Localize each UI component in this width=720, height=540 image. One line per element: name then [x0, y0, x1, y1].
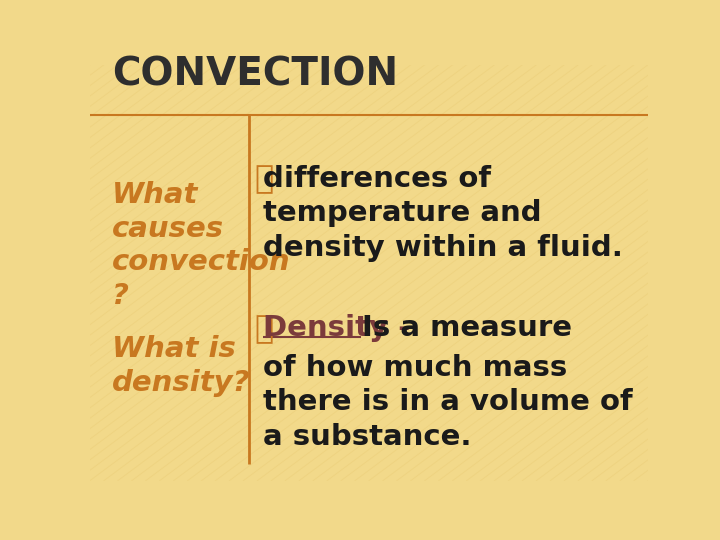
Text: of how much mass
there is in a volume of
a substance.: of how much mass there is in a volume of…	[263, 354, 633, 451]
Text: CONVECTION: CONVECTION	[112, 56, 398, 94]
Text: ⦂: ⦂	[255, 165, 274, 195]
Text: ⦂: ⦂	[255, 314, 274, 345]
Text: Is a measure: Is a measure	[362, 314, 572, 342]
Text: differences of
temperature and
density within a fluid.: differences of temperature and density w…	[263, 165, 623, 262]
Text: Density -: Density -	[263, 314, 420, 342]
Text: What
causes
convection
?: What causes convection ?	[112, 181, 291, 310]
Text: What is
density?: What is density?	[112, 335, 251, 396]
